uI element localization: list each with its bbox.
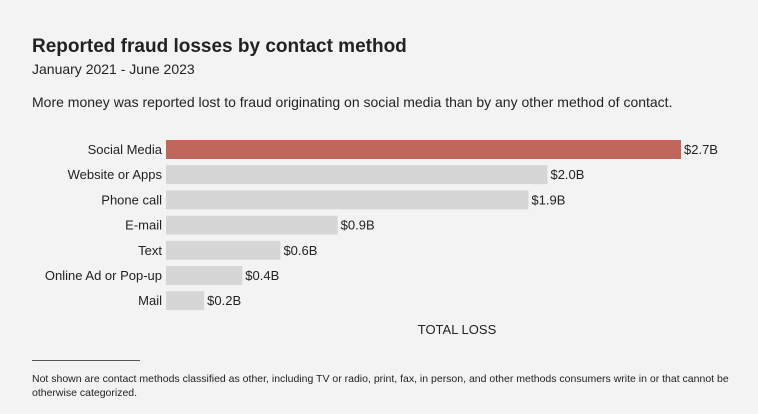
category-label: Website or Apps [68, 167, 163, 182]
bar [166, 266, 243, 285]
category-label: Text [138, 243, 162, 258]
bar [166, 165, 548, 185]
category-label: Social Media [88, 142, 163, 157]
category-label: Phone call [101, 192, 162, 207]
category-label: Mail [138, 293, 162, 308]
chart-title: Reported fraud losses by contact method [32, 36, 407, 57]
chart-caption: More money was reported lost to fraud or… [32, 94, 673, 110]
value-label: $0.2B [207, 293, 241, 308]
value-label: $1.9B [531, 192, 565, 207]
bar [166, 140, 681, 159]
bar [166, 190, 529, 210]
bar [166, 240, 281, 260]
chart-subtitle: January 2021 - June 2023 [32, 61, 195, 77]
footnote: Not shown are contact methods classified… [32, 373, 729, 399]
bar [166, 215, 338, 235]
value-label: $0.9B [341, 218, 375, 233]
value-label: $2.7B [684, 142, 718, 157]
category-label: E-mail [125, 218, 162, 233]
x-axis-title: TOTAL LOSS [418, 322, 497, 337]
value-label: $0.4B [245, 268, 279, 283]
footnote-divider [32, 360, 140, 361]
value-label: $0.6B [283, 243, 317, 258]
category-label: Online Ad or Pop-up [45, 268, 162, 283]
bar [166, 291, 205, 311]
value-label: $2.0B [550, 167, 584, 182]
